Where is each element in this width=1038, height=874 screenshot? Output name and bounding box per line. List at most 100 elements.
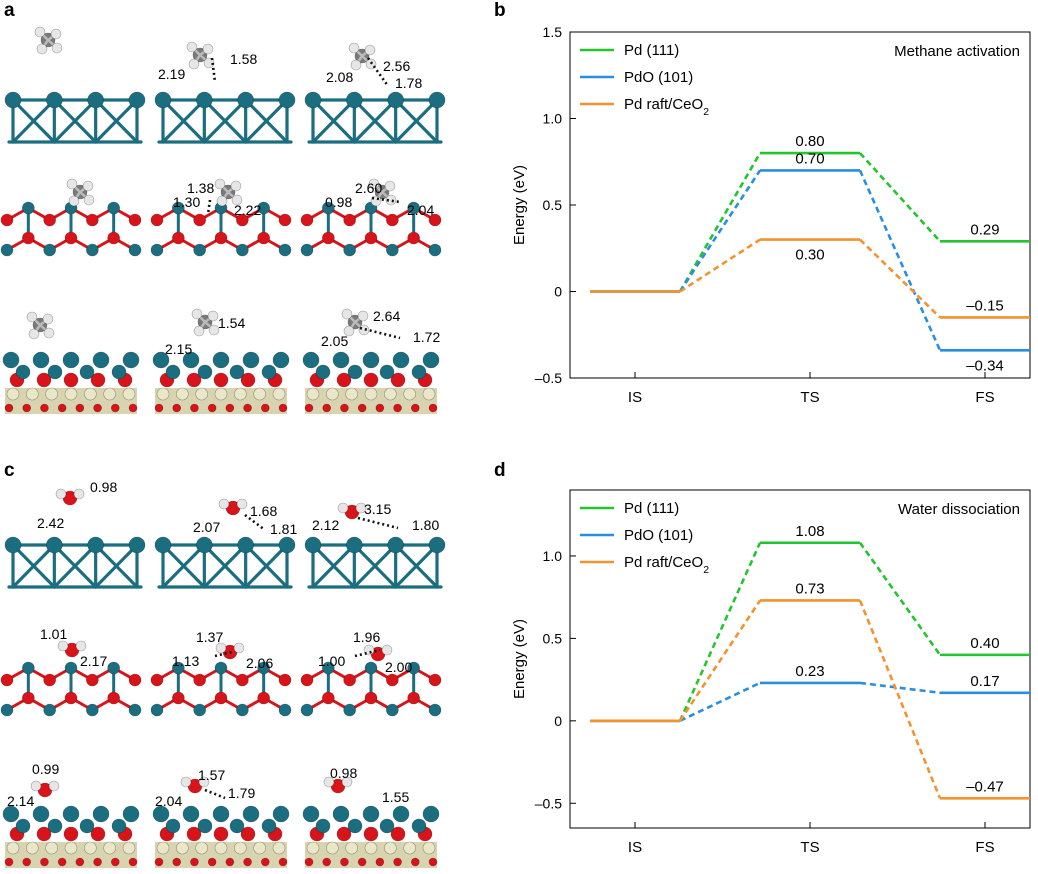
o-atom	[172, 403, 182, 413]
x-tick-label: TS	[800, 389, 819, 406]
o-atom	[390, 372, 406, 388]
x-tick-label: FS	[975, 839, 994, 856]
legend-label: Pd (111)	[624, 42, 679, 59]
o-atom	[322, 857, 332, 867]
y-tick-label: 0.5	[543, 630, 563, 646]
pd-atom	[193, 243, 206, 257]
chart-annotation: Methane activation	[894, 43, 1020, 60]
pd-atom	[278, 703, 292, 717]
ce-atom	[176, 387, 189, 401]
hydrogen-atom	[73, 488, 85, 500]
bond	[352, 98, 398, 144]
legend-label: PdO (101)	[624, 527, 693, 544]
bond-length-label: 1.79	[228, 785, 255, 801]
o-atom	[86, 673, 99, 687]
o-atom	[186, 826, 202, 842]
hydrogen-atom	[34, 26, 46, 38]
pd-atom	[86, 243, 99, 257]
pd-atom	[392, 805, 410, 823]
o-atom	[225, 857, 235, 867]
y-tick-label: 1.0	[543, 548, 563, 564]
hydrogen-atom	[343, 325, 355, 337]
o-atom	[0, 673, 14, 687]
ce-atom	[384, 387, 397, 401]
o-atom	[190, 857, 199, 867]
pd-atom	[407, 661, 420, 675]
hydrogen-atom	[193, 325, 205, 337]
pd-atom	[322, 661, 335, 675]
pd-atom	[212, 805, 230, 823]
pd-atom	[128, 536, 146, 554]
hydrogen-atom	[48, 780, 60, 792]
ce-atom	[422, 387, 436, 401]
chart-annotation: Water dissociation	[898, 501, 1020, 518]
o-atom	[107, 691, 120, 705]
hydrogen-atom	[68, 195, 80, 207]
y-axis-label: Energy (eV)	[511, 165, 528, 245]
energy-connector	[859, 238, 941, 319]
pd-atom	[346, 536, 363, 554]
pd-atom	[193, 703, 206, 717]
pd-atom	[15, 364, 31, 380]
pd-atom	[407, 201, 420, 215]
pd-atom	[172, 201, 185, 215]
ce-atom	[6, 387, 20, 401]
bond-length-label: 2.42	[37, 515, 64, 531]
ce-atom	[26, 387, 39, 401]
energy-connector	[858, 169, 942, 351]
o-atom	[90, 372, 106, 388]
y-tick-label: –0.5	[535, 795, 562, 811]
hydrogen-atom	[350, 59, 362, 71]
hydrogen-atom	[191, 308, 203, 320]
data-label: 0.80	[795, 133, 824, 150]
y-tick-label: 0	[554, 713, 562, 729]
pd-atom	[152, 351, 170, 369]
pd-atom	[62, 351, 80, 369]
o-atom	[322, 691, 335, 705]
hydrogen-bond-dotted	[204, 788, 226, 800]
o-atom	[110, 403, 120, 413]
pd-atom	[196, 536, 213, 554]
pd-atom	[172, 661, 185, 675]
o-atom	[43, 213, 56, 227]
energy-connector	[858, 542, 942, 656]
bond-length-label: 2.06	[246, 655, 273, 671]
bond-length-label: 1.13	[172, 653, 199, 669]
ce-atom	[64, 387, 78, 401]
o-atom	[128, 857, 138, 867]
pd-atom	[428, 243, 442, 257]
ce-atom	[253, 387, 266, 401]
o-atom	[240, 372, 256, 388]
bond-length-label: 2.05	[321, 333, 348, 349]
pd-atom	[79, 818, 95, 834]
panel-label-a: a	[4, 0, 15, 21]
o-atom	[390, 826, 406, 842]
hydrogen-atom	[26, 311, 38, 323]
o-atom	[22, 691, 35, 705]
o-atom	[22, 231, 35, 245]
hydrogen-atom	[233, 642, 245, 654]
hydrogen-atom	[357, 310, 369, 322]
energy-connector	[678, 152, 762, 293]
bond-length-label: 2.56	[383, 58, 410, 74]
hydrogen-atom	[214, 178, 226, 190]
bond	[52, 98, 98, 144]
pd-atom	[428, 536, 446, 554]
pd-atom	[214, 661, 228, 675]
o-atom	[428, 673, 442, 687]
bond-length-label: 1.54	[218, 315, 245, 331]
o-atom	[190, 403, 199, 413]
bond-length-label: 2.00	[385, 659, 412, 675]
data-label: 0.70	[795, 150, 824, 167]
o-atom	[64, 691, 78, 705]
pd-atom	[107, 201, 120, 215]
pd-atom	[4, 91, 22, 109]
o-atom	[150, 213, 164, 227]
o-atom	[428, 213, 442, 227]
pd-atom	[278, 243, 292, 257]
pd-atom	[346, 91, 363, 109]
o-atom	[410, 403, 420, 413]
hydrogen-atom	[384, 180, 396, 192]
o-atom	[22, 857, 32, 867]
pd-atom	[47, 818, 63, 834]
